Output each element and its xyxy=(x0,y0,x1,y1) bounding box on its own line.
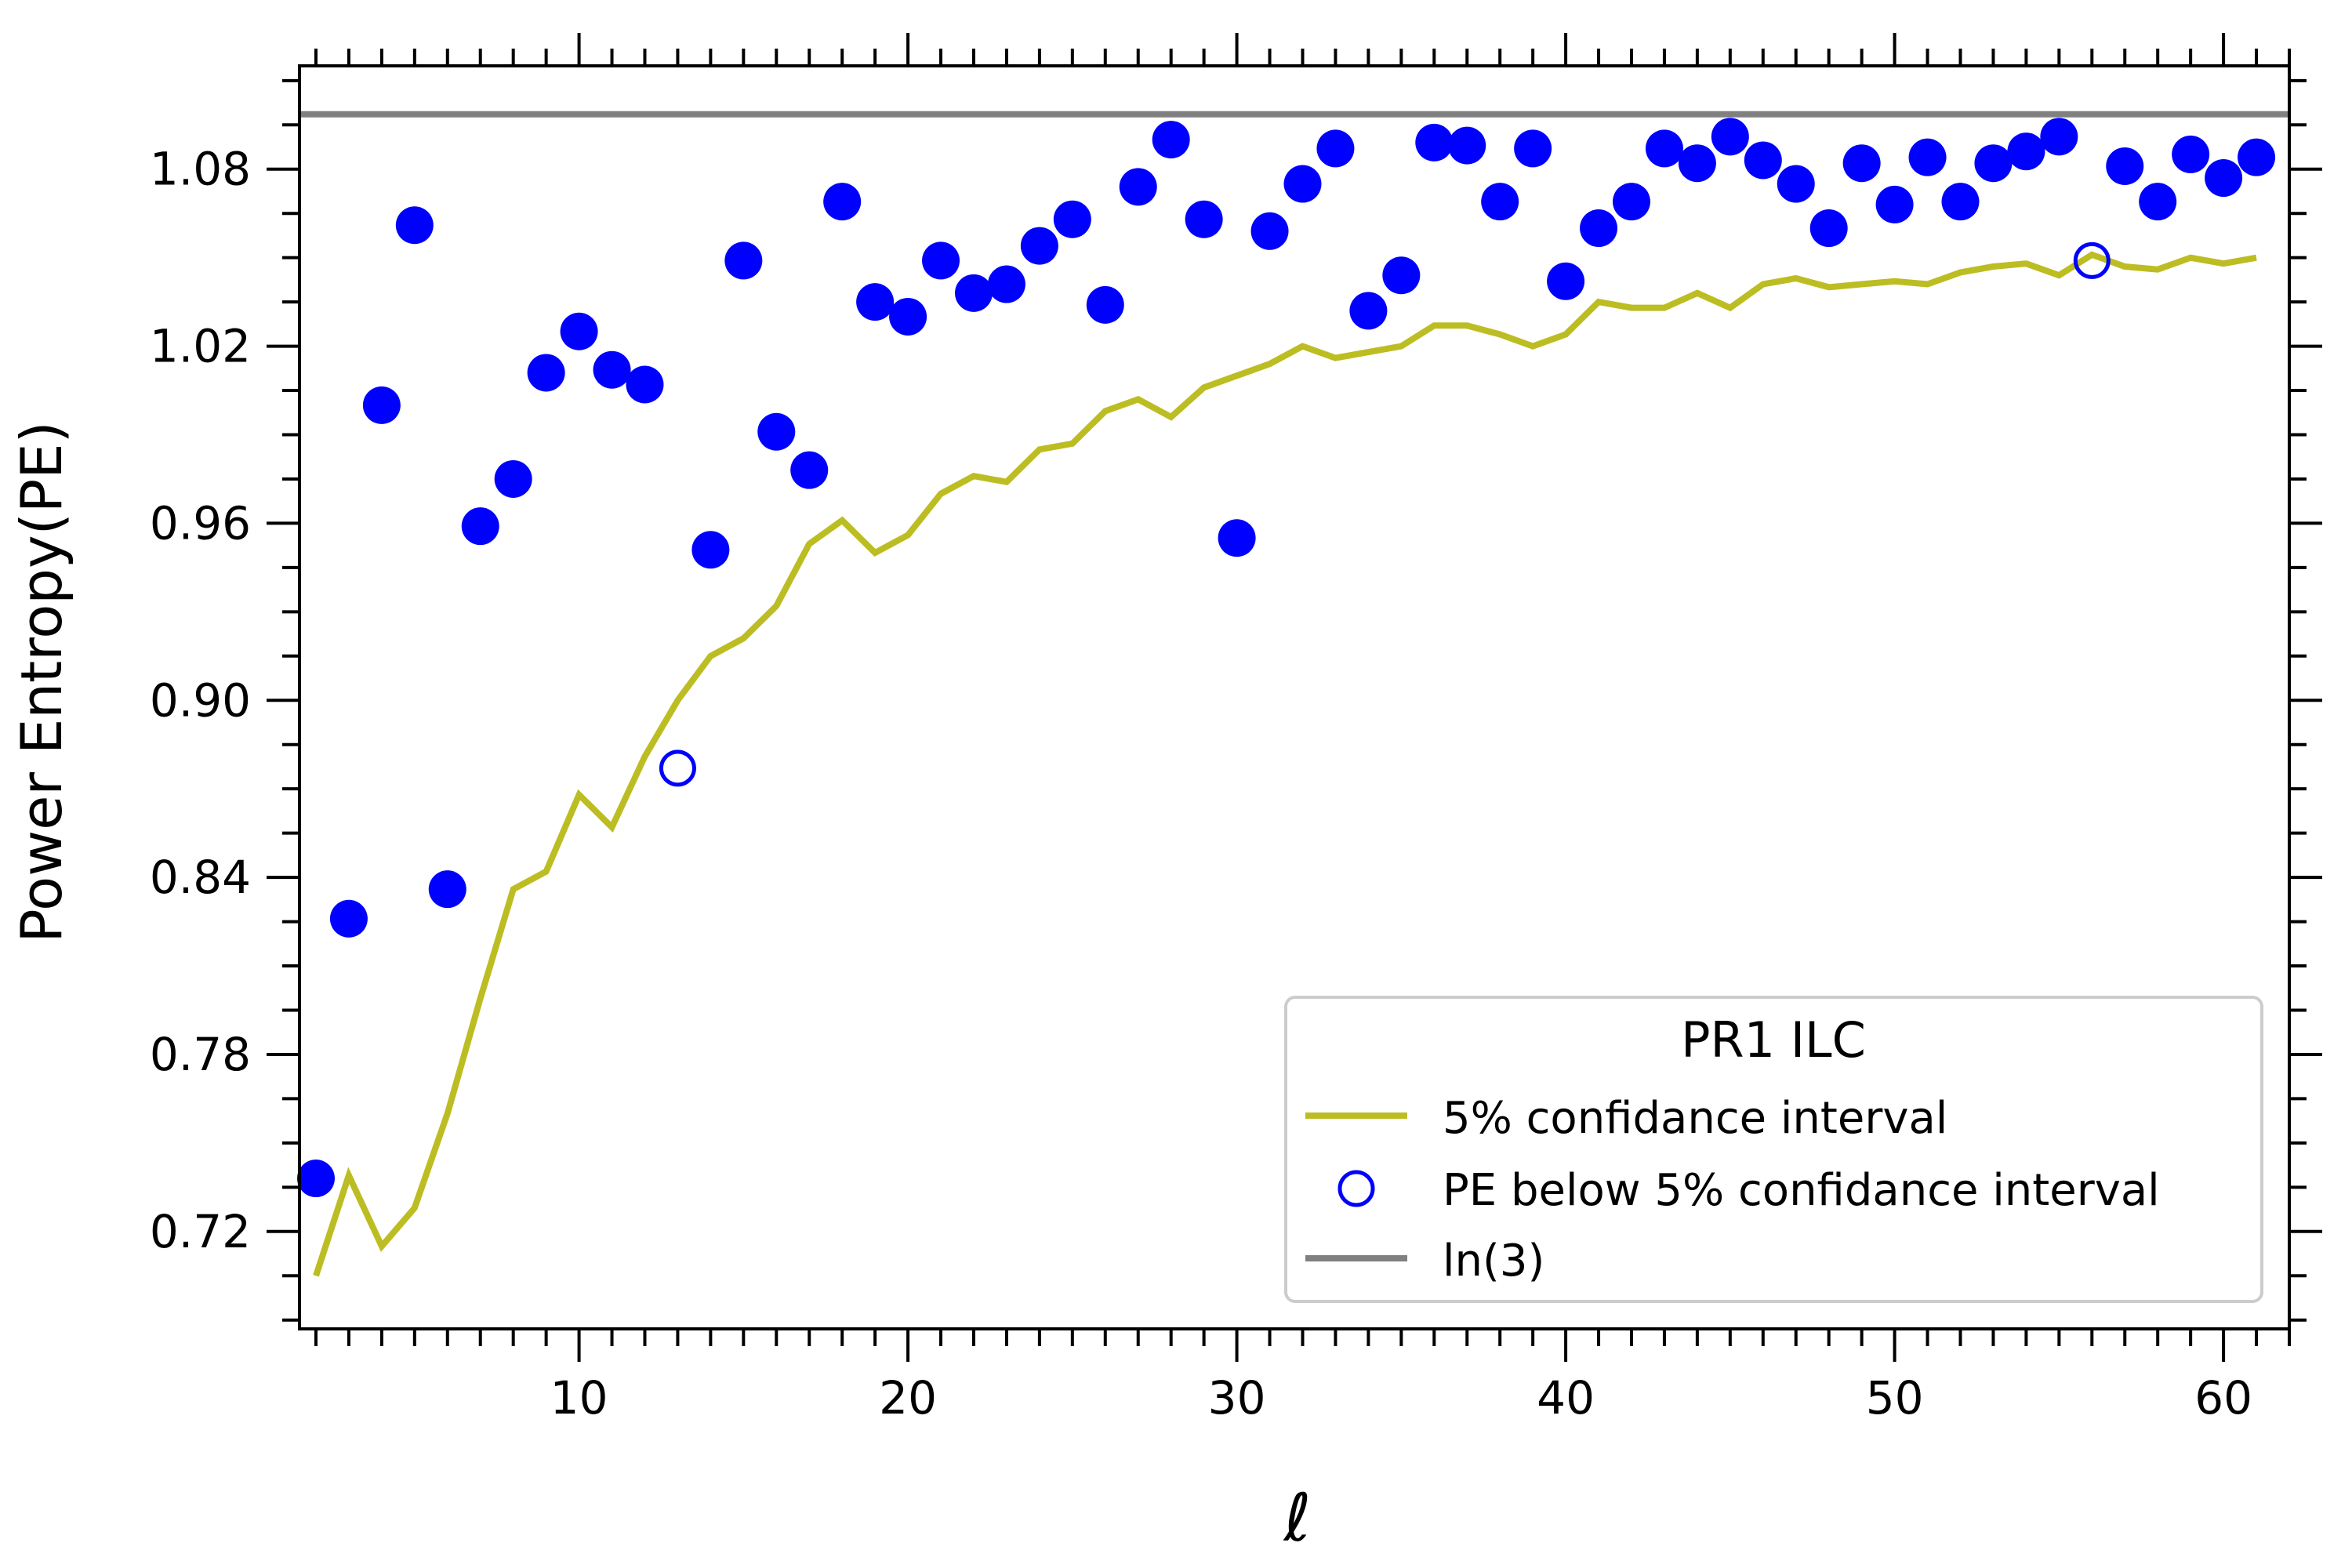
pe-point xyxy=(1580,209,1618,248)
pe-point xyxy=(1020,227,1058,265)
pe-point xyxy=(296,1160,335,1198)
pe-point xyxy=(1678,144,1716,183)
x-tick-label: 40 xyxy=(1537,1371,1595,1425)
pe-point xyxy=(1283,165,1322,203)
pe-point xyxy=(1119,168,1157,206)
y-tick-label: 0.72 xyxy=(150,1205,251,1258)
pe-below-point xyxy=(1218,519,1256,557)
pe-point xyxy=(1448,126,1486,165)
pe-point xyxy=(1809,209,1848,248)
pe-point xyxy=(1645,129,1683,168)
x-tick-label: 30 xyxy=(1208,1371,1266,1425)
pe-point xyxy=(1547,262,1585,300)
y-tick-label: 0.96 xyxy=(150,496,251,550)
pe-point xyxy=(1349,292,1388,330)
legend-label-confidence: 5% confidance interval xyxy=(1443,1093,1947,1144)
y-tick-label: 1.08 xyxy=(150,143,251,196)
pe-point xyxy=(724,241,763,280)
pe-point xyxy=(889,297,927,336)
pe-point xyxy=(922,241,960,280)
pe-point xyxy=(1086,285,1124,324)
pe-point xyxy=(1415,123,1454,162)
pe-point xyxy=(329,899,368,938)
x-tick-label: 10 xyxy=(550,1371,608,1425)
confidence-interval-line xyxy=(313,251,2257,1277)
pe-point xyxy=(362,386,401,424)
pe-point xyxy=(461,507,499,546)
legend-title: PR1 ILC xyxy=(1681,1011,1866,1069)
legend: PR1 ILC 5% confidance interval PE below … xyxy=(1284,996,2263,1303)
pe-point xyxy=(1185,200,1223,238)
pe-point xyxy=(428,870,466,909)
pe-point xyxy=(1875,185,1914,223)
pe-point xyxy=(593,350,631,389)
pe-point xyxy=(395,206,434,245)
x-axis-label: ℓ xyxy=(1283,1479,1312,1556)
pe-point xyxy=(1612,183,1650,221)
x-tick-label: 50 xyxy=(1866,1371,1924,1425)
pe-point xyxy=(494,459,532,498)
pe-point xyxy=(1152,121,1190,159)
plot-area xyxy=(296,111,2289,1277)
pe-point xyxy=(1382,256,1421,295)
y-tick-label: 0.78 xyxy=(150,1028,251,1081)
pe-point xyxy=(856,283,895,321)
pe-point xyxy=(2007,132,2045,171)
x-tick-label: 60 xyxy=(2194,1371,2252,1425)
pe-below-point xyxy=(2073,241,2111,279)
pe-point xyxy=(1218,519,1256,557)
tick-labels: 10 20 30 40 50 60 0.72 0.78 0.84 0.90 0.96 1.02 1.08 xyxy=(150,143,2252,1425)
pe-point xyxy=(954,274,993,312)
x-tick-label: 20 xyxy=(879,1371,937,1425)
legend-box xyxy=(1284,996,2263,1303)
pe-point xyxy=(2172,135,2210,173)
pe-point xyxy=(1842,144,1881,183)
pe-point xyxy=(2139,183,2177,221)
y-tick-label: 1.02 xyxy=(150,320,251,373)
tick-marks xyxy=(267,33,2322,1362)
plot-frame xyxy=(298,64,2291,1330)
pe-point xyxy=(823,183,862,221)
legend-label-ln3: ln(3) xyxy=(1443,1236,1544,1287)
pe-point xyxy=(2106,147,2144,185)
pe-point xyxy=(1316,129,1355,168)
pe-point xyxy=(1941,183,1980,221)
pe-point xyxy=(2040,118,2078,156)
pe-point xyxy=(691,531,730,569)
pe-point xyxy=(1481,183,1519,221)
y-tick-label: 0.90 xyxy=(150,673,251,727)
pe-point xyxy=(1053,200,1091,238)
pe-point xyxy=(1974,144,2013,183)
y-axis-label: Power Entropy(PE) xyxy=(9,421,74,942)
pe-point xyxy=(987,265,1025,303)
pe-point xyxy=(790,451,829,489)
legend-open-circle-swatch xyxy=(1338,1170,1375,1207)
pe-point xyxy=(626,365,664,404)
pe-point xyxy=(1744,141,1782,180)
pe-point xyxy=(2205,159,2243,198)
pe-point xyxy=(2238,138,2276,176)
y-tick-label: 0.84 xyxy=(150,851,251,904)
pe-point xyxy=(1711,118,1749,156)
pe-point xyxy=(1908,138,1947,176)
pe-point xyxy=(527,354,565,392)
legend-label-below: PE below 5% confidance interval xyxy=(1443,1165,2160,1216)
pe-point xyxy=(1777,165,1815,203)
pe-below-point xyxy=(659,750,696,787)
pe-point xyxy=(1514,129,1552,168)
pe-point xyxy=(1250,212,1289,250)
pe-point xyxy=(757,412,796,451)
pe-point xyxy=(560,312,598,350)
